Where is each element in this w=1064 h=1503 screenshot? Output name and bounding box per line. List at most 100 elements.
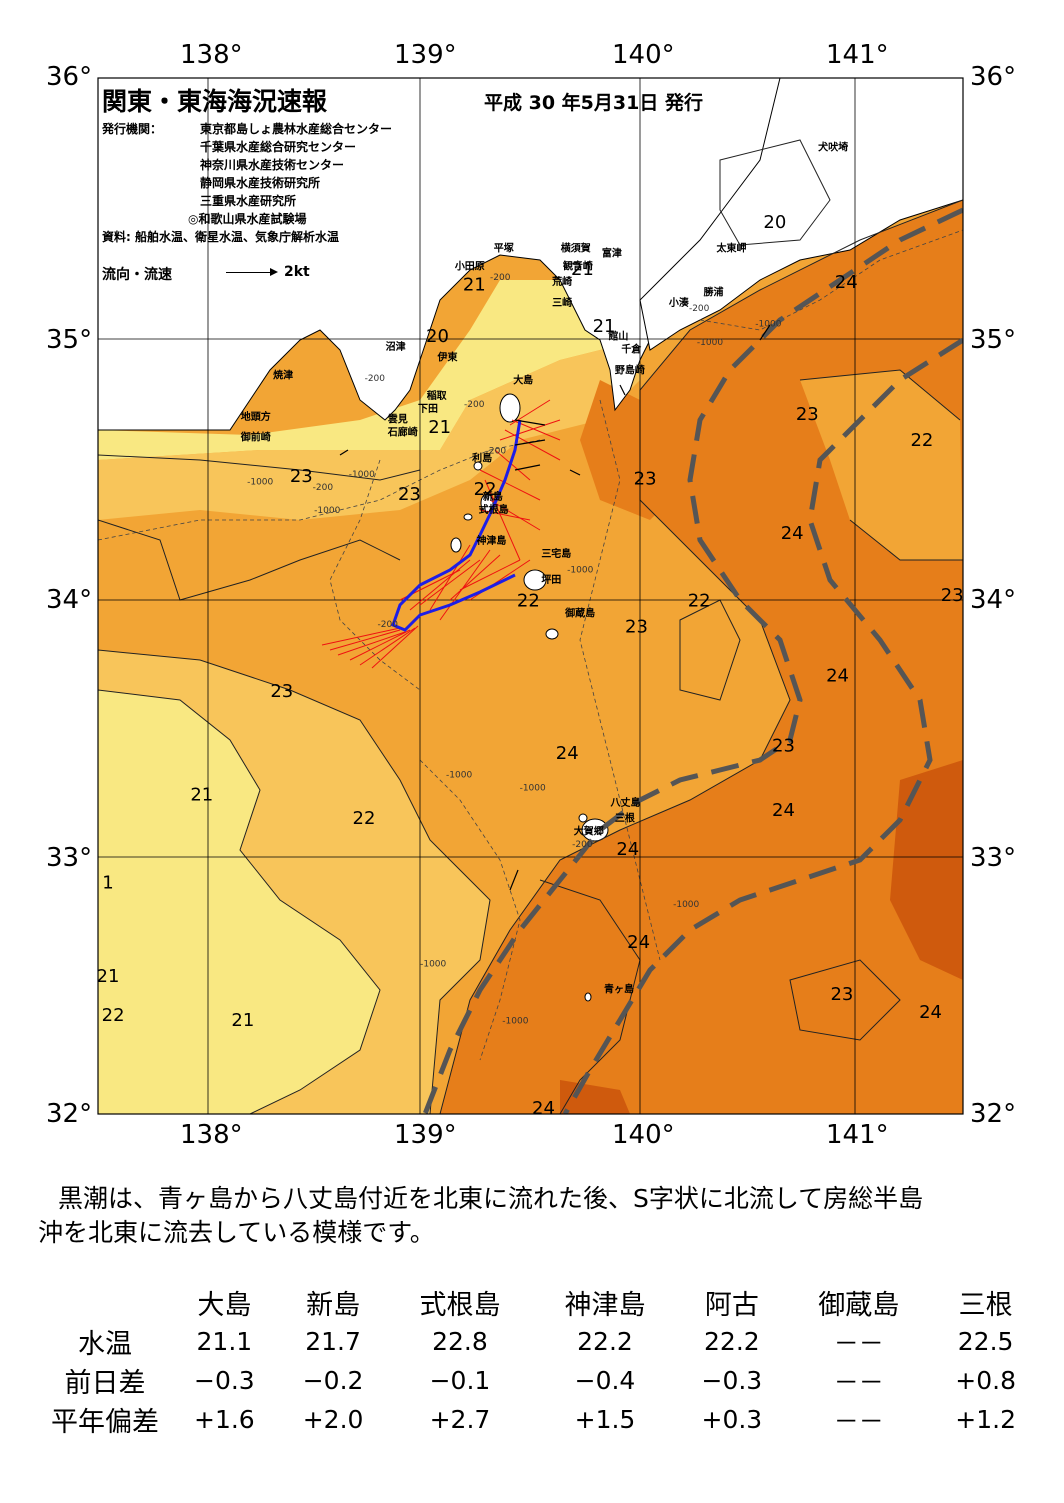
- temperature-label: 21: [593, 316, 616, 337]
- temperature-label: 24: [835, 272, 858, 293]
- place-label: 下田: [418, 403, 438, 415]
- column-header: 御蔵島: [818, 1290, 900, 1321]
- place-label: 御蔵島: [564, 607, 595, 620]
- table-cell: +2.7: [429, 1405, 491, 1434]
- row-label: 前日差: [64, 1368, 146, 1399]
- depth-label: -200: [365, 374, 386, 384]
- place-label: 青ヶ島: [604, 982, 634, 995]
- sea-24-eddy: [580, 380, 690, 520]
- place-label: 犬吠埼: [818, 141, 848, 154]
- temperature-label: 21: [190, 785, 213, 806]
- summary-line: 沖を北東に流去している模様です。: [38, 1218, 435, 1247]
- place-label: 坪田: [541, 573, 561, 586]
- table-row: 水温 21.1 21.7 22.8 22.2 22.2 －－ 22.5: [40, 1322, 1040, 1361]
- table-cell: +2.0: [302, 1405, 364, 1434]
- station-table: 大島 新島 式根島 神津島 阿古 御蔵島 三根 水温 21.1 21.7 22.…: [40, 1283, 1040, 1439]
- temperature-label: 24: [826, 665, 849, 686]
- kuroshio-axis: [422, 207, 963, 1114]
- lat-label-left: 35°: [46, 325, 93, 355]
- depth-label: -1000: [247, 478, 273, 488]
- table-header-row: 大島 新島 式根島 神津島 阿古 御蔵島 三根: [40, 1283, 1040, 1322]
- table-cell: +1.5: [574, 1405, 636, 1434]
- map-labels: -200 -200 -200 -200 -1000 -1000 -200 -1000 -1000…: [97, 141, 964, 1119]
- depth-label: -1000: [446, 770, 472, 780]
- table-cell: +1.2: [955, 1405, 1016, 1434]
- lat-label-left: 36°: [46, 62, 93, 92]
- temperature-label: 23: [398, 484, 421, 505]
- depth-label: -1000: [755, 320, 781, 330]
- temperature-label: 23: [290, 466, 313, 487]
- column-header: 阿古: [704, 1290, 759, 1321]
- temperature-label: 21: [428, 417, 451, 438]
- place-label: 雲見: [388, 413, 408, 425]
- temperature-label: 21: [97, 966, 120, 987]
- sea-22-coastal: [98, 340, 640, 520]
- depth-label: -1000: [567, 566, 593, 576]
- temperature-label: 24: [616, 839, 639, 860]
- table-cell: －－: [833, 1367, 884, 1397]
- issuer: 静岡県水産技術研究所: [200, 176, 321, 190]
- table-cell: 22.5: [957, 1327, 1014, 1356]
- place-label: 勝浦: [704, 286, 724, 299]
- island-miyakejima: [523, 569, 547, 591]
- temperature-label: 1: [102, 873, 113, 894]
- depth-label: -200: [689, 304, 710, 314]
- arrow-head-icon: [270, 268, 278, 276]
- place-label: 千倉: [621, 343, 642, 356]
- place-label: 伊東: [437, 350, 458, 363]
- temperature-label: 23: [830, 984, 853, 1005]
- sea-temperature-map: -200 -200 -200 -200 -1000 -1000 -200 -1000 -1000…: [97, 77, 964, 1119]
- table-cell: +0.8: [955, 1366, 1016, 1395]
- lon-label-bottom: 139°: [394, 1120, 457, 1150]
- ship-track: [391, 419, 522, 632]
- depth-label: -200: [464, 400, 485, 410]
- table-corner: [40, 1283, 170, 1322]
- table-cell: −0.1: [429, 1366, 491, 1395]
- column-header: 式根島: [419, 1290, 501, 1321]
- temperature-label: 20: [426, 326, 449, 347]
- map-frame: [97, 77, 964, 1115]
- lon-label-bottom: 138°: [180, 1120, 243, 1150]
- place-label: 観音崎: [563, 260, 593, 273]
- row-label: 水温: [78, 1329, 132, 1360]
- summary-line: 黒潮は、青ヶ島から八丈島付近を北東に流れた後、S字状に北流して房総半島: [58, 1184, 924, 1213]
- lon-label-top: 139°: [394, 40, 457, 70]
- lat-label-right: 36°: [970, 62, 1017, 92]
- temperature-label: 23: [270, 681, 293, 702]
- depth-label: -1000: [314, 506, 340, 516]
- current-legend-arrow: [226, 268, 278, 276]
- sea-21-coastal: [98, 280, 640, 460]
- place-label: 富津: [602, 247, 622, 260]
- issuers-label: 発行機関：: [102, 122, 163, 136]
- depth-label: -200: [486, 447, 507, 457]
- temperature-label: 23: [625, 616, 648, 637]
- temperature-label: 23: [634, 469, 657, 490]
- place-label: 三根: [615, 811, 635, 824]
- place-label: 神津島: [476, 534, 506, 547]
- current-legend-label: 流向・流速: [102, 267, 172, 283]
- temperature-label: 22: [353, 808, 376, 829]
- table-cell: −0.2: [302, 1366, 364, 1395]
- depth-label: -1000: [349, 470, 375, 480]
- table-cell: 22.2: [704, 1327, 760, 1356]
- depth-label: -200: [572, 840, 593, 850]
- temperature-label: 22: [910, 430, 933, 451]
- place-label: 平塚: [494, 242, 514, 255]
- issuer: 神奈川県水産技術センター: [200, 158, 345, 172]
- issuer: 千葉県水産総合研究センター: [200, 140, 357, 154]
- issuers-list: 東京都島しょ農林水産総合センター 千葉県水産総合研究センター 神奈川県水産技術セ…: [188, 120, 392, 228]
- lon-label-top: 138°: [180, 40, 243, 70]
- island-kozushima: [450, 537, 462, 553]
- depth-label: -1000: [697, 338, 723, 348]
- temperature-label: 24: [919, 1002, 942, 1023]
- lon-label-bottom: 141°: [826, 1120, 889, 1150]
- lat-label-left: 33°: [46, 843, 93, 873]
- temperature-label: 24: [781, 523, 804, 544]
- lat-label-right: 32°: [970, 1099, 1017, 1129]
- table-cell: 22.8: [432, 1327, 488, 1356]
- row-label: 平年偏差: [51, 1407, 159, 1438]
- temperature-label: 21: [231, 1010, 254, 1031]
- sea-25-core: [890, 760, 963, 980]
- temperature-label: 20: [763, 212, 786, 233]
- island-hachijojima: [581, 818, 609, 842]
